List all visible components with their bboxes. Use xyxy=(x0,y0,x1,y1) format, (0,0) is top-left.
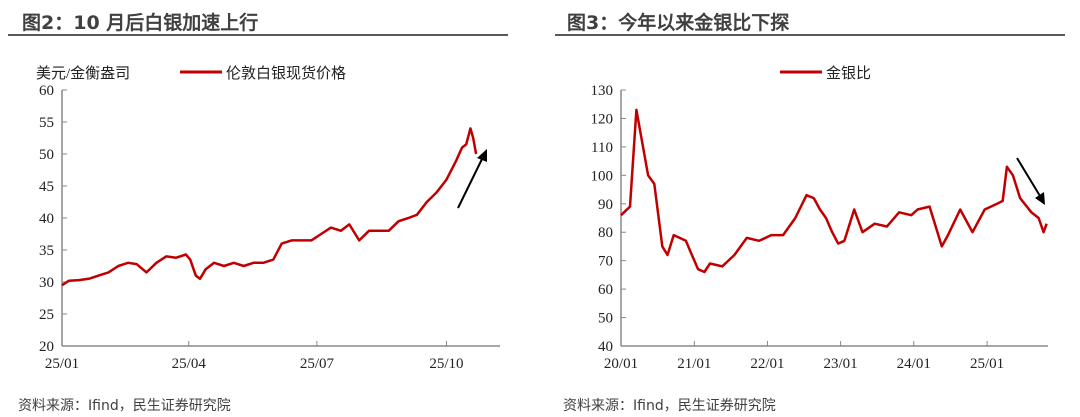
y-tick-label: 80 xyxy=(598,225,613,241)
y-tick-label: 25 xyxy=(39,307,54,323)
y-tick-label: 20 xyxy=(39,339,54,355)
y-tick-label: 70 xyxy=(598,254,613,270)
x-tick-label: 25/01 xyxy=(45,356,79,372)
downward-arrow xyxy=(1016,157,1045,205)
series-line xyxy=(620,108,1048,274)
y-tick-label: 30 xyxy=(39,275,54,291)
y-tick-label: 60 xyxy=(39,83,54,99)
y-tick-label: 50 xyxy=(39,147,54,163)
source-right: 资料来源：Ifind，民生证券研究院 xyxy=(563,398,776,414)
upward-arrow xyxy=(457,149,487,209)
y-tick-label: 45 xyxy=(39,179,54,195)
legend-label-right: 金银比 xyxy=(826,65,871,82)
chart-title-right: 图3：今年以来金银比下探 xyxy=(567,12,790,34)
y-tick-label: 50 xyxy=(598,311,613,327)
x-tick-label: 25/01 xyxy=(970,356,1004,372)
x-tick-label: 21/01 xyxy=(677,356,711,372)
x-tick-label: 25/07 xyxy=(300,356,335,372)
y-tick-label: 55 xyxy=(39,115,54,131)
x-tick-label: 20/01 xyxy=(604,356,638,372)
y-tick-label: 40 xyxy=(39,211,54,227)
y-tick-label: 120 xyxy=(591,111,614,127)
x-tick-label: 24/01 xyxy=(897,356,931,372)
chart-title-left: 图2：10 月后白银加速上行 xyxy=(22,12,259,34)
title-rule-left xyxy=(8,34,508,36)
legend-label-left: 伦敦白银现货价格 xyxy=(226,65,346,82)
x-tick-label: 22/01 xyxy=(750,356,784,372)
y-tick-label: 110 xyxy=(591,140,613,156)
y-tick-label: 90 xyxy=(598,197,613,213)
y-axis-unit-left: 美元/金衡盎司 xyxy=(36,65,130,82)
y-tick-label: 35 xyxy=(39,243,54,259)
y-tick-label: 40 xyxy=(598,339,613,355)
x-tick-label: 23/01 xyxy=(824,356,858,372)
y-tick-label: 60 xyxy=(598,282,613,298)
series-line xyxy=(61,127,478,287)
y-tick-label: 130 xyxy=(591,83,614,99)
source-left: 资料来源：Ifind，民生证券研究院 xyxy=(18,398,231,414)
y-tick-label: 100 xyxy=(591,168,614,184)
title-rule-right xyxy=(555,34,1065,36)
x-tick-label: 25/10 xyxy=(429,356,463,372)
x-tick-label: 25/04 xyxy=(172,356,207,372)
